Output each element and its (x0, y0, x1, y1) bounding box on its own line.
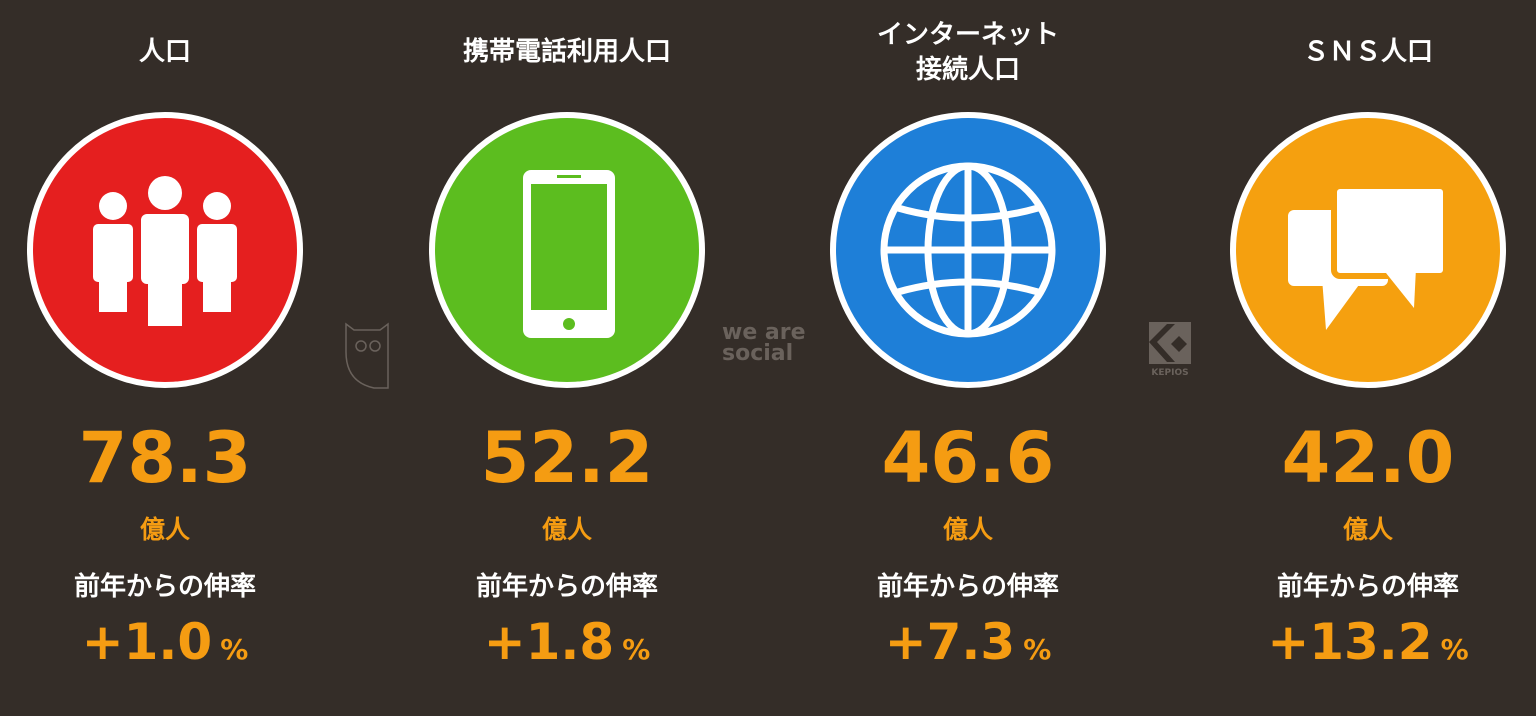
stat-value: 78.3 (78, 417, 252, 499)
stat-sns: ＳＮＳ人口 42.0 億人 前年からの伸率 +13.2% (1178, 0, 1536, 716)
stat-internet: インターネット 接続人口 46.6 億人 前年からの伸率 +7.3% (778, 0, 1158, 716)
stat-unit: 億人 (1342, 515, 1393, 544)
we-are-social-logo: we are social (722, 320, 806, 366)
growth-value: +13.2% (1178, 612, 1536, 680)
growth-number: +13.2 (1267, 613, 1433, 671)
growth-label: 前年からの伸率 (1276, 572, 1459, 602)
stat-unit: 億人 (942, 515, 993, 544)
stat-population: 人口 78.3 億人 前年からの伸率 +1.0% (0, 0, 355, 716)
stat-unit: 億人 (139, 515, 190, 544)
growth-number: +1.8 (483, 613, 615, 671)
growth-label: 前年からの伸率 (73, 572, 256, 602)
title-line: 接続人口 (915, 55, 1020, 85)
people-icon (27, 112, 303, 388)
kepios-mark-icon (1149, 322, 1191, 364)
percent-sign: % (1023, 633, 1052, 666)
kepios-text: KEPIOS (1151, 368, 1189, 378)
kepios-logo: KEPIOS (1145, 322, 1195, 378)
growth-value: +1.0% (0, 612, 355, 680)
stat-title: 携帯電話利用人口 (462, 37, 671, 67)
stat-title: 人口 (138, 37, 191, 67)
chat-bubbles-icon (1230, 112, 1506, 388)
stat-unit: 億人 (541, 515, 592, 544)
percent-sign: % (220, 633, 249, 666)
globe-icon (830, 112, 1106, 388)
hootsuite-owl-logo (345, 322, 389, 389)
stat-title: インターネット 接続人口 (778, 18, 1158, 88)
growth-value: +1.8% (377, 612, 757, 680)
stat-value: 52.2 (480, 417, 654, 499)
stat-value: 42.0 (1281, 417, 1455, 499)
smartphone-icon (429, 112, 705, 388)
percent-sign: % (1440, 633, 1469, 666)
growth-label: 前年からの伸率 (475, 572, 658, 602)
stat-title: ＳＮＳ人口 (1302, 37, 1433, 67)
growth-number: +7.3 (884, 613, 1016, 671)
title-line: インターネット (876, 20, 1059, 50)
stat-mobile: 携帯電話利用人口 52.2 億人 前年からの伸率 +1.8% (377, 0, 757, 716)
percent-sign: % (622, 633, 651, 666)
growth-label: 前年からの伸率 (876, 572, 1059, 602)
growth-number: +1.0 (81, 613, 213, 671)
growth-value: +7.3% (778, 612, 1158, 680)
stat-value: 46.6 (881, 417, 1055, 499)
